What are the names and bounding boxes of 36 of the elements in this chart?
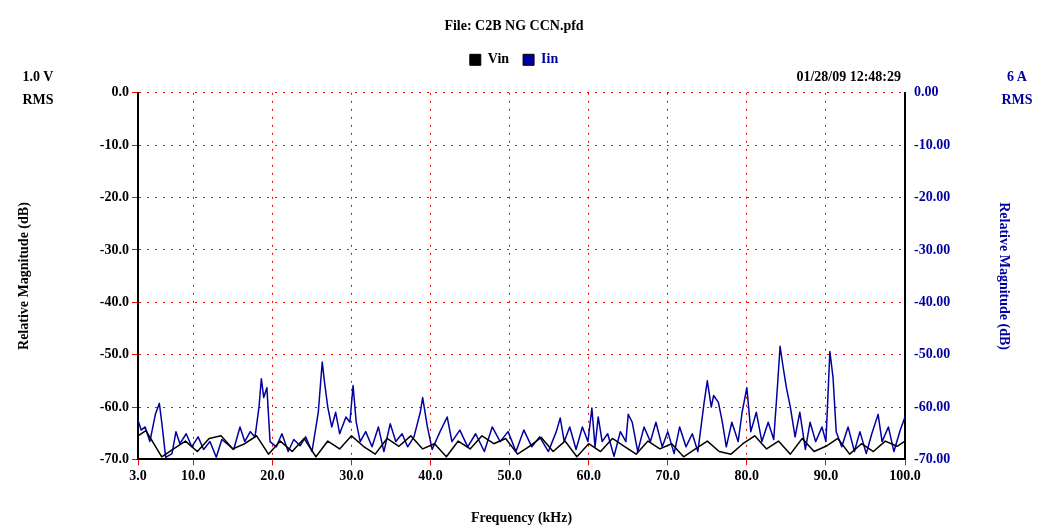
y2-tick-label: -20.00 [914, 189, 951, 205]
y2-tick-label: -70.00 [914, 451, 951, 467]
y2-tick-label: -10.00 [914, 136, 951, 152]
y-tick-label: -10.0 [99, 136, 129, 152]
y2-axis-title: Relative Magnitude (dB) [995, 202, 1012, 351]
x-tick-label: 30.0 [339, 468, 364, 484]
x-tick-label: 70.0 [655, 468, 681, 484]
y-tick-label: -50.0 [99, 346, 129, 362]
x-tick-label: 80.0 [734, 468, 760, 484]
legend-label: Iin [541, 51, 559, 67]
y-tick-label: -20.0 [99, 189, 129, 205]
x-tick-label: 10.0 [181, 468, 206, 484]
legend-label: Vin [487, 51, 510, 67]
chart-title: File: C2B NG CCN.pfd [444, 18, 584, 34]
y-axis-title: Relative Magnitude (dB) [16, 201, 33, 350]
x-tick-label: 20.0 [260, 468, 285, 484]
y2-tick-label: 0.00 [914, 84, 939, 100]
x-tick-label: 100.0 [889, 468, 921, 484]
y-tick-label: -70.0 [99, 451, 129, 467]
text: 1.0 V RMS [22, 68, 54, 107]
x-tick-label: 60.0 [576, 468, 601, 484]
x-axis-title: Frequency (kHz) [470, 510, 573, 527]
x-tick-label: 50.0 [497, 468, 522, 484]
y-tick-label: -60.0 [99, 398, 129, 414]
x-tick-label: 90.0 [813, 468, 839, 484]
text: 01/28/09 12:48:29 [796, 68, 901, 84]
y-tick-label: 0.0 [111, 84, 129, 100]
y2-tick-label: -40.00 [914, 293, 951, 309]
y-tick-label: -30.0 [99, 241, 129, 257]
y2-tick-label: -30.00 [914, 241, 951, 257]
y2-tick-label: -60.00 [914, 398, 951, 414]
x-tick-label: 3.0 [129, 468, 147, 484]
y2-tick-label: -50.00 [914, 346, 951, 362]
text: 6 A RMS [1001, 68, 1033, 107]
x-tick-label: 40.0 [418, 468, 443, 484]
y-tick-label: -40.0 [99, 293, 129, 309]
